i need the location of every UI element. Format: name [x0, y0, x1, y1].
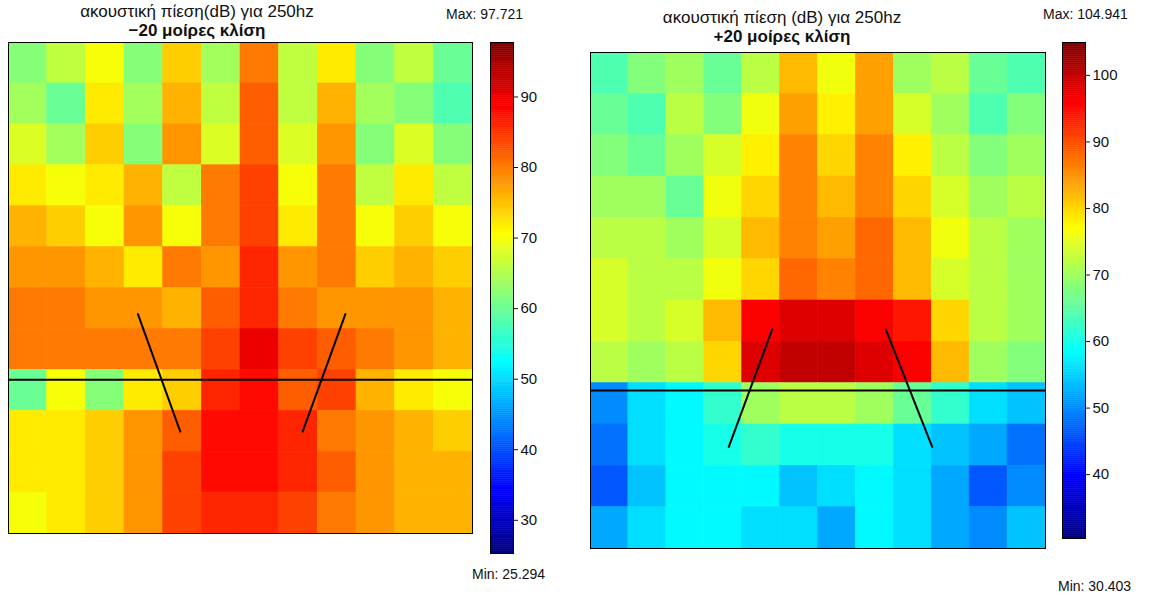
html-text:−20 μοίρες κλίση: −20 μοίρες κλίση: [128, 21, 266, 40]
svg-text:70: 70: [1093, 266, 1110, 283]
svg-text:40: 40: [1093, 465, 1110, 482]
html-text:+20 μοίρες κλίση: +20 μοίρες κλίση: [713, 27, 851, 46]
svg-text:100: 100: [1093, 66, 1118, 83]
html-text:ακουστική πίεση (dB) για 250hz: ακουστική πίεση (dB) για 250hz: [662, 8, 902, 27]
svg-text:60: 60: [1093, 332, 1110, 349]
svg-text:80: 80: [521, 158, 538, 175]
svg-text:60: 60: [521, 299, 538, 316]
svg-text:50: 50: [1093, 399, 1110, 416]
html-text:Min: 25.294: Min: 25.294: [472, 566, 546, 582]
html-text:Max: 104.941: Max: 104.941: [1043, 6, 1128, 22]
svg-text:90: 90: [1093, 133, 1110, 150]
html-text:Min: 30.403: Min: 30.403: [1058, 578, 1132, 594]
svg-text:80: 80: [1093, 199, 1110, 216]
svg-text:40: 40: [521, 441, 538, 458]
svg-text:90: 90: [521, 88, 538, 105]
svg-text:50: 50: [521, 370, 538, 387]
svg-text:30: 30: [521, 511, 538, 528]
html-text:Max: 97.721: Max: 97.721: [446, 6, 524, 22]
html-text:ακουστική πίεση(dB) για 250hz: ακουστική πίεση(dB) για 250hz: [80, 2, 314, 21]
svg-text:70: 70: [521, 229, 538, 246]
